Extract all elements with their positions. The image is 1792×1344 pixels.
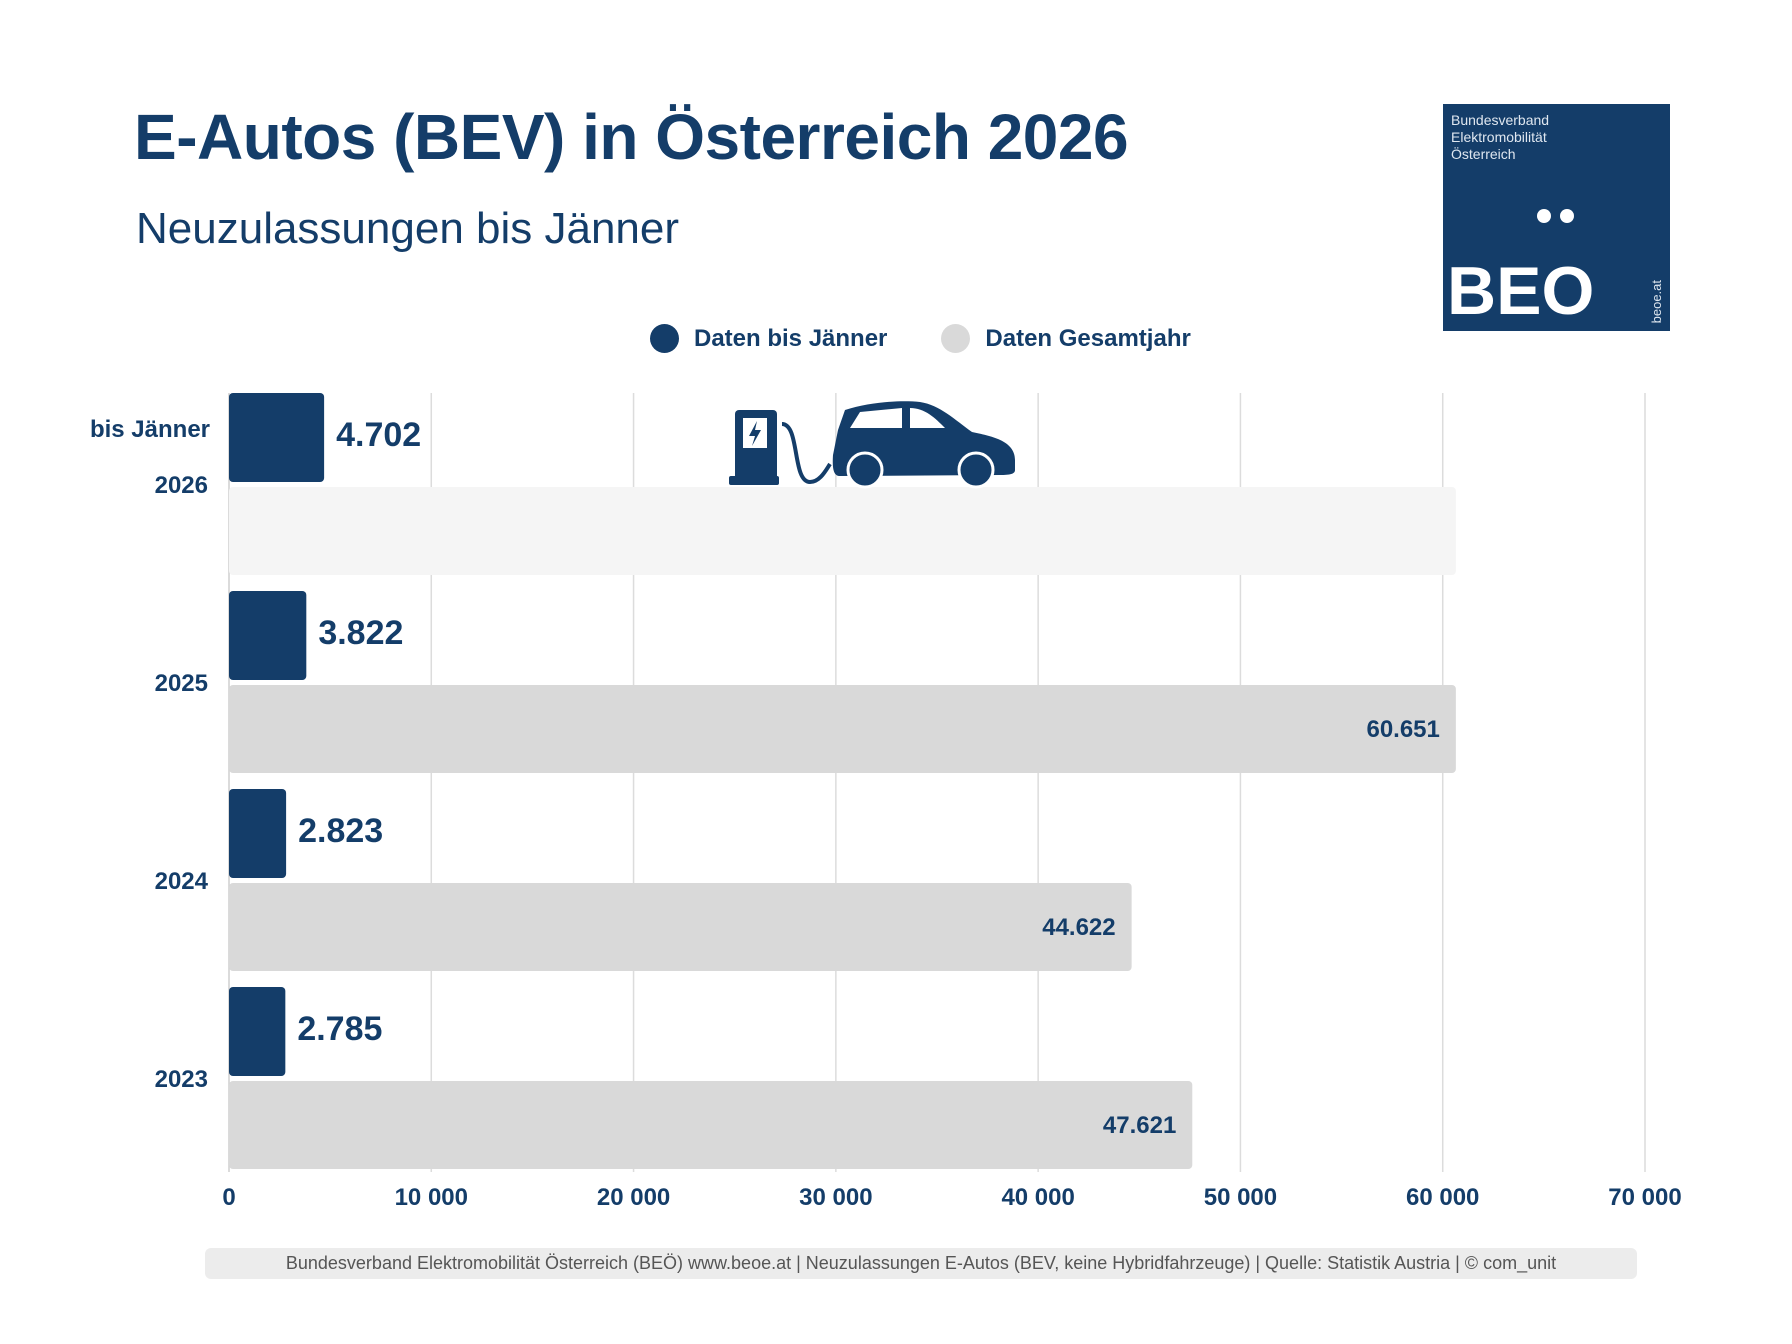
data-label-jaenner: 2.823 xyxy=(298,812,383,850)
bar-gesamtjahr-2024 xyxy=(229,883,1132,971)
y-category-label: 2026 xyxy=(155,472,208,499)
legend-swatch-light xyxy=(941,324,971,353)
logo-text: Bundesverband Elektromobilität Österreic… xyxy=(1451,112,1549,163)
y-category-label: 2023 xyxy=(155,1066,208,1093)
x-tick-label: 60 000 xyxy=(1406,1184,1479,1211)
logo-line: Österreich xyxy=(1451,146,1516,162)
chart-subtitle: Neuzulassungen bis Jänner xyxy=(136,204,680,253)
legend-label: Daten Gesamtjahr xyxy=(985,324,1191,352)
x-tick-label: 70 000 xyxy=(1608,1184,1681,1211)
y-category-label: 2024 xyxy=(155,868,209,895)
bar-jaenner-2023 xyxy=(229,987,286,1076)
x-tick-label: 40 000 xyxy=(1001,1184,1074,1211)
bar-gesamtjahr-2023 xyxy=(229,1081,1193,1169)
y-category-note: bis Jänner xyxy=(90,416,210,443)
x-tick-label: 50 000 xyxy=(1204,1184,1277,1211)
logo-umlaut-dots xyxy=(1537,209,1583,228)
bar-jaenner-2026 xyxy=(229,393,325,482)
x-tick-label: 0 xyxy=(222,1184,235,1211)
bar-jaenner-2025 xyxy=(229,591,307,680)
footer-source: Bundesverband Elektromobilität Österreic… xyxy=(205,1248,1637,1279)
logo-wordmark: BEO xyxy=(1447,253,1595,329)
y-category-label: 2025 xyxy=(155,670,208,697)
logo-line: Elektromobilität xyxy=(1451,129,1547,145)
x-tick-label: 10 000 xyxy=(395,1184,468,1211)
legend-label: Daten bis Jänner xyxy=(694,324,888,352)
car-icon xyxy=(832,401,1015,489)
beo-logo: Bundesverband Elektromobilität Österreic… xyxy=(1443,104,1670,331)
x-tick-label: 30 000 xyxy=(799,1184,872,1211)
data-label-jaenner: 4.702 xyxy=(336,416,421,454)
data-label-gesamtjahr: 44.622 xyxy=(1042,914,1115,941)
legend-item-jaenner: Daten bis Jänner xyxy=(650,324,887,353)
x-tick-label: 20 000 xyxy=(597,1184,670,1211)
bar-jaenner-2024 xyxy=(229,789,287,878)
charging-station-icon xyxy=(729,410,832,485)
chart-title: E-Autos (BEV) in Österreich 2026 xyxy=(134,101,1129,173)
legend-swatch-dark xyxy=(650,324,679,353)
legend-item-gesamtjahr: Daten Gesamtjahr xyxy=(941,324,1191,353)
bar-gesamtjahr-2025 xyxy=(229,685,1456,773)
bar-gesamtjahr-2026 xyxy=(229,487,1456,575)
legend: Daten bis Jänner Daten Gesamtjahr xyxy=(650,324,1245,353)
data-label-jaenner: 2.785 xyxy=(297,1010,382,1048)
data-label-gesamtjahr: 47.621 xyxy=(1103,1112,1176,1139)
logo-line: Bundesverband xyxy=(1451,112,1550,128)
data-label-jaenner: 3.822 xyxy=(318,614,403,652)
data-label-gesamtjahr: 60.651 xyxy=(1366,716,1439,743)
